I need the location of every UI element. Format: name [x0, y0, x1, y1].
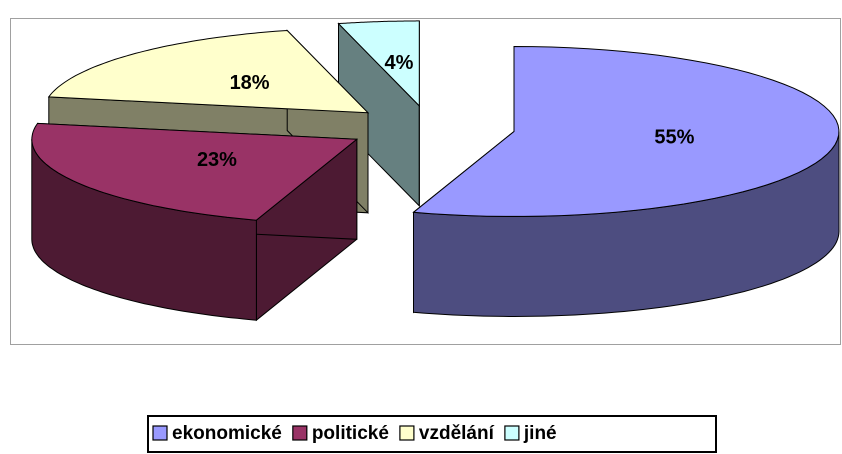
legend-label: ekonomické	[172, 423, 282, 444]
slice	[31, 122, 359, 322]
slice-top	[47, 29, 370, 114]
legend-label: politické	[312, 423, 389, 444]
legend-label: jiné	[523, 423, 557, 444]
legend-swatch	[504, 425, 520, 441]
legend-swatch	[152, 425, 168, 441]
data-label: 23%	[197, 149, 237, 171]
data-label: 4%	[385, 52, 414, 74]
legend	[147, 415, 717, 453]
legend-swatch	[399, 425, 415, 441]
slice	[412, 45, 840, 318]
slice-top	[412, 45, 840, 217]
slice-top	[31, 122, 359, 221]
data-label: 18%	[230, 72, 270, 94]
slice-top	[337, 20, 420, 108]
data-label: 55%	[654, 126, 694, 148]
legend-swatch	[292, 425, 308, 441]
pie: 55% 23% 18% 4%	[31, 20, 840, 322]
legend-items: ekonomické politické vzdělání jiné	[152, 423, 557, 444]
legend-label: vzdělání	[419, 423, 495, 444]
slice	[337, 20, 420, 208]
